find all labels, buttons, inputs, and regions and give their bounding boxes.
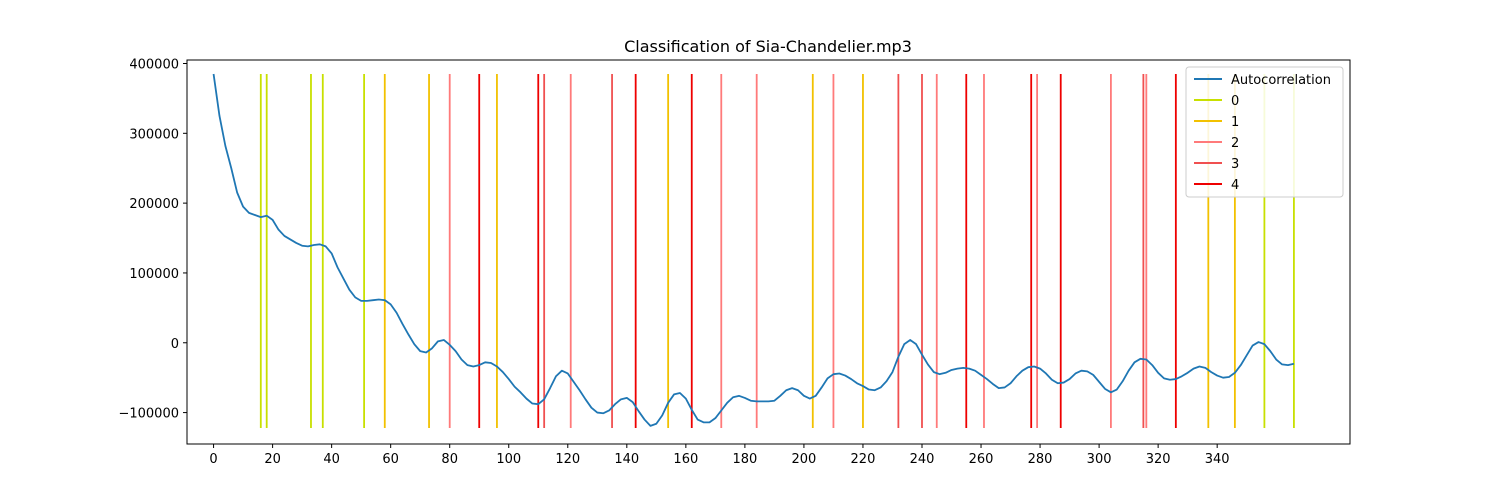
y-axis: −100000 0 100000 200000 300000 400000 xyxy=(118,57,187,422)
x-tick-label: 140 xyxy=(614,452,639,467)
vertical-lines-layer xyxy=(259,73,1295,428)
x-tick-label: 180 xyxy=(732,452,757,467)
series-layer xyxy=(212,73,1295,427)
series-line-autocorrelation xyxy=(212,73,1295,427)
x-tick-label: 260 xyxy=(969,452,994,467)
x-tick-label: 200 xyxy=(792,452,817,467)
legend-label: 2 xyxy=(1231,136,1239,151)
y-tick-label: 0 xyxy=(171,337,179,352)
y-tick-label: −100000 xyxy=(118,407,179,422)
x-tick-label: 320 xyxy=(1146,452,1171,467)
legend-label: 0 xyxy=(1231,94,1239,109)
x-tick-label: 40 xyxy=(323,452,340,467)
legend-box xyxy=(1185,66,1344,198)
legend-label: Autocorrelation xyxy=(1231,73,1331,88)
x-tick-label: 0 xyxy=(209,452,217,467)
x-tick-label: 60 xyxy=(382,452,399,467)
chart-title: Classification of Sia-Chandelier.mp3 xyxy=(624,37,912,56)
plot-frame xyxy=(186,59,1351,445)
legend: Autocorrelation 0 1 2 3 4 xyxy=(1185,66,1344,198)
x-tick-label: 280 xyxy=(1028,452,1053,467)
y-tick-label: 100000 xyxy=(129,267,179,282)
x-tick-label: 100 xyxy=(496,452,521,467)
legend-label: 3 xyxy=(1231,157,1239,172)
y-tick-label: 300000 xyxy=(129,127,179,142)
x-tick-label: 340 xyxy=(1205,452,1230,467)
x-tick-label: 80 xyxy=(441,452,458,467)
x-tick-label: 160 xyxy=(673,452,698,467)
x-tick-label: 240 xyxy=(910,452,935,467)
legend-label: 4 xyxy=(1231,178,1239,193)
x-tick-label: 120 xyxy=(555,452,580,467)
y-tick-label: 200000 xyxy=(129,197,179,212)
x-axis: 0 20 40 60 80 100 120 140 160 180 200 220 240 260 280 3… xyxy=(209,444,1230,467)
legend-label: 1 xyxy=(1231,115,1239,130)
x-tick-label: 220 xyxy=(851,452,876,467)
x-tick-label: 300 xyxy=(1087,452,1112,467)
y-tick-label: 400000 xyxy=(129,57,179,72)
x-tick-label: 20 xyxy=(264,452,281,467)
